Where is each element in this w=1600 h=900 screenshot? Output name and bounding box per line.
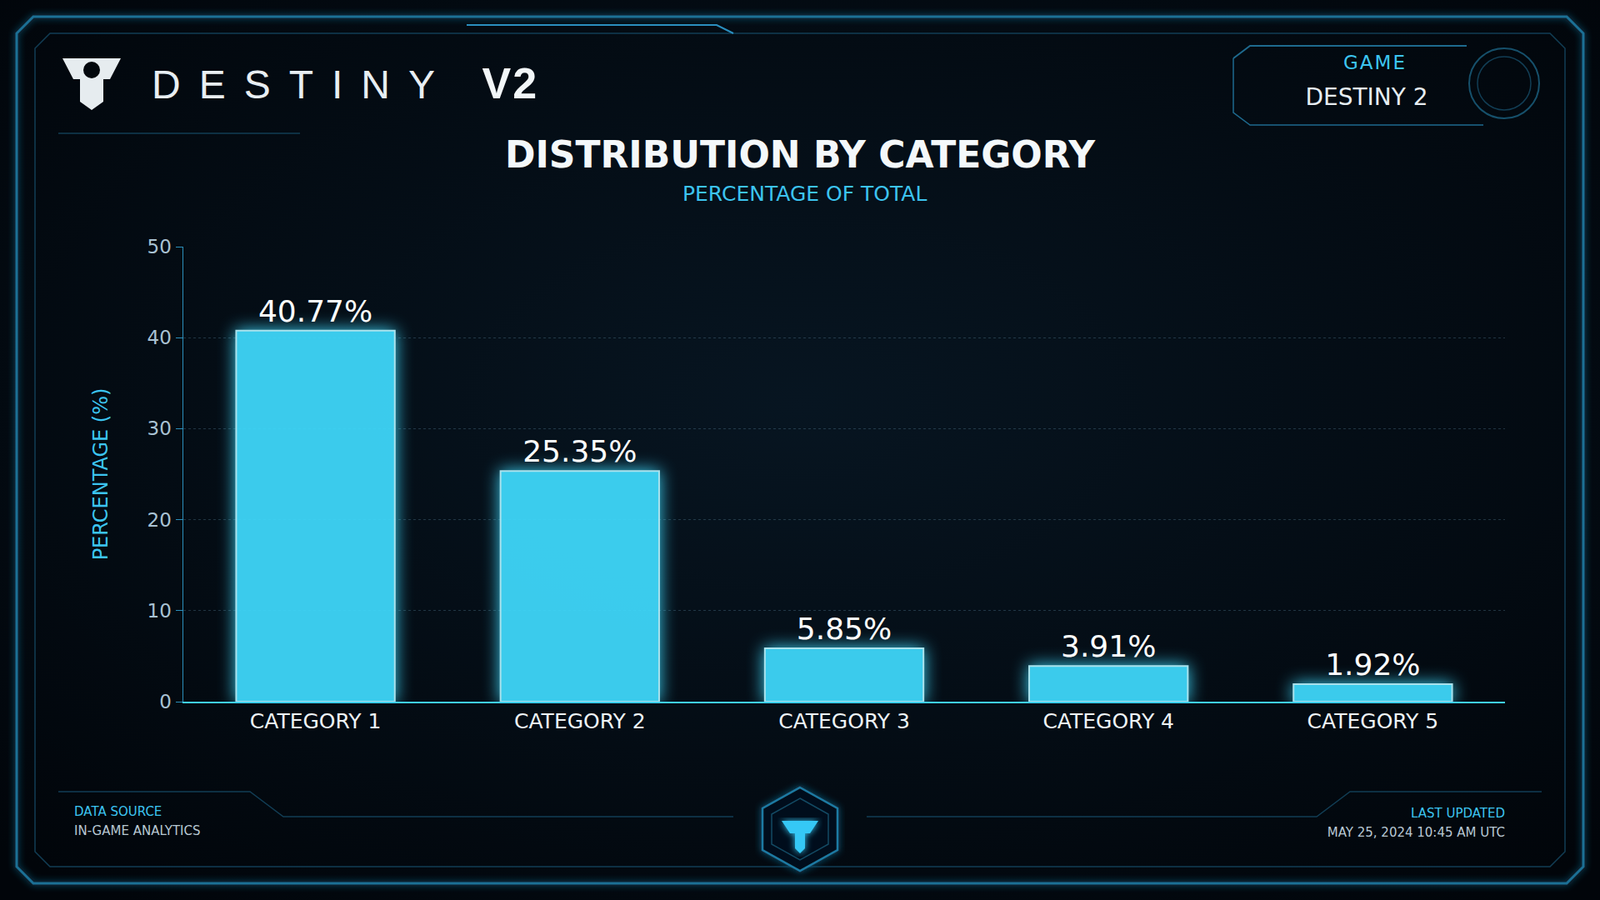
html-text:DATA SOURCE: DATA SOURCE (74, 804, 162, 820)
svg-text:DISTRIBUTION BY CATEGORY: DISTRIBUTION BY CATEGORY (505, 133, 1096, 176)
html-text:IN-GAME ANALYTICS: IN-GAME ANALYTICS (74, 823, 201, 839)
svg-text:1.92%: 1.92% (1325, 647, 1420, 682)
svg-text:25.35%: 25.35% (522, 434, 637, 469)
svg-text:PERCENTAGE (%): PERCENTAGE (%) (89, 388, 113, 561)
svg-text:CATEGORY 2: CATEGORY 2 (514, 709, 646, 734)
svg-text:50: 50 (147, 235, 172, 258)
svg-text:40: 40 (147, 326, 172, 349)
html-text:GAME: GAME (1343, 51, 1407, 74)
svg-text:CATEGORY 4: CATEGORY 4 (1042, 709, 1175, 734)
html-text:LAST UPDATED: LAST UPDATED (1410, 805, 1505, 821)
html-text:DESTINY V2: DESTINY V2 (151, 59, 539, 108)
svg-text:10: 10 (147, 600, 172, 622)
svg-text:CATEGORY 5: CATEGORY 5 (1307, 709, 1440, 734)
svg-text:CATEGORY 1: CATEGORY 1 (250, 709, 382, 734)
svg-text:0: 0 (159, 690, 172, 713)
svg-text:40.77%: 40.77% (258, 294, 373, 329)
svg-text:3.91%: 3.91% (1060, 629, 1156, 664)
svg-text:30: 30 (147, 417, 172, 440)
svg-text:20: 20 (147, 509, 172, 531)
html-text:MAY 25, 2024 10:45 AM UTC: MAY 25, 2024 10:45 AM UTC (1327, 825, 1505, 840)
svg-text:PERCENTAGE OF TOTAL: PERCENTAGE OF TOTAL (682, 181, 927, 206)
svg-text:5.85%: 5.85% (796, 611, 892, 646)
html-text:DESTINY 2: DESTINY 2 (1305, 83, 1428, 111)
svg-text:CATEGORY 3: CATEGORY 3 (778, 709, 910, 734)
